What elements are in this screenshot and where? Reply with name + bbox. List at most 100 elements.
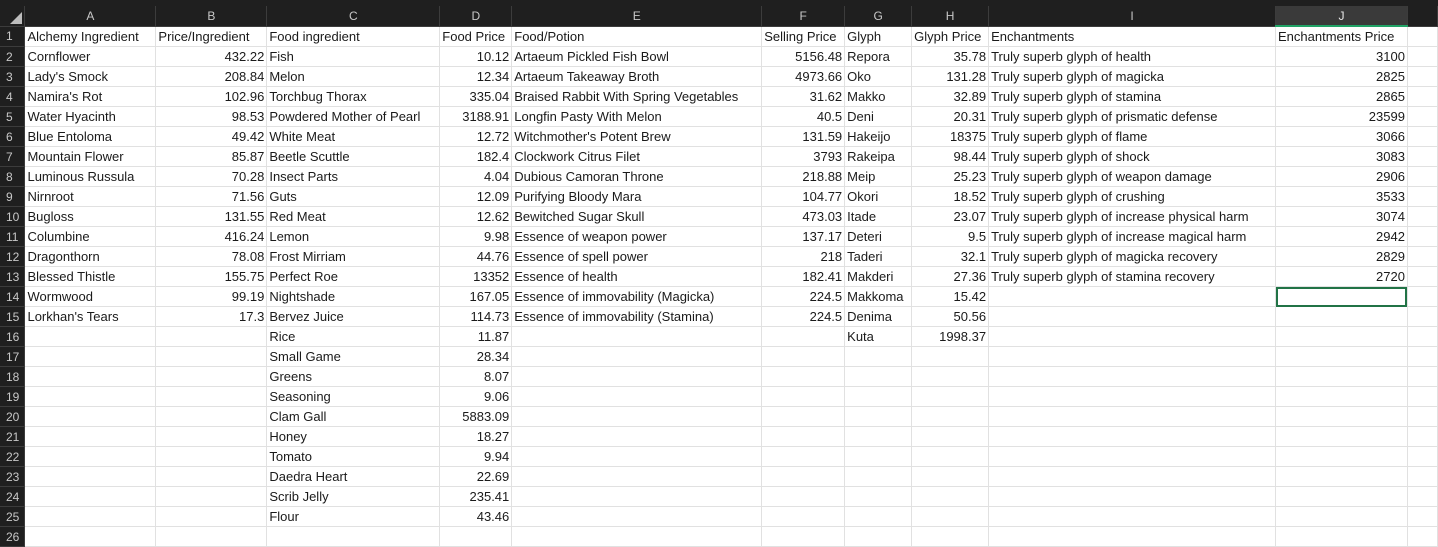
cell-d18[interactable]: 8.07: [439, 366, 513, 387]
cell-k23[interactable]: [1407, 466, 1438, 487]
cell-d15[interactable]: 114.73: [439, 306, 513, 327]
cell-k10[interactable]: [1407, 206, 1438, 227]
cell-j1[interactable]: Enchantments Price: [1275, 26, 1408, 47]
row-header[interactable]: 22: [0, 446, 26, 467]
cell-i6[interactable]: Truly superb glyph of flame: [988, 126, 1276, 147]
cell-e1[interactable]: Food/Potion: [511, 26, 763, 47]
cell-d13[interactable]: 13352: [439, 266, 513, 287]
cell-e20[interactable]: [511, 406, 763, 427]
cell-c20[interactable]: Clam Gall: [266, 406, 441, 427]
cell-e24[interactable]: [511, 486, 763, 507]
cell-b18[interactable]: [155, 366, 268, 387]
cell-g12[interactable]: Taderi: [844, 246, 913, 267]
cell-c2[interactable]: Fish: [266, 46, 441, 67]
cell-c5[interactable]: Powdered Mother of Pearl: [266, 106, 441, 127]
cell-j3[interactable]: 2825: [1275, 66, 1408, 87]
row-header[interactable]: 16: [0, 326, 26, 347]
cell-a14[interactable]: Wormwood: [24, 286, 157, 307]
cell-f10[interactable]: 473.03: [761, 206, 846, 227]
column-header-g[interactable]: G: [844, 6, 913, 27]
cell-a3[interactable]: Lady's Smock: [24, 66, 157, 87]
cell-c16[interactable]: Rice: [266, 326, 441, 347]
cell-f12[interactable]: 218: [761, 246, 846, 267]
row-header[interactable]: 24: [0, 486, 26, 507]
row-header[interactable]: 4: [0, 86, 26, 107]
cell-j7[interactable]: 3083: [1275, 146, 1408, 167]
cell-k12[interactable]: [1407, 246, 1438, 267]
cell-h25[interactable]: [911, 506, 990, 527]
cell-h5[interactable]: 20.31: [911, 106, 990, 127]
cell-h7[interactable]: 98.44: [911, 146, 990, 167]
cell-j2[interactable]: 3100: [1275, 46, 1408, 67]
cell-f19[interactable]: [761, 386, 846, 407]
cell-f3[interactable]: 4973.66: [761, 66, 846, 87]
row-header[interactable]: 14: [0, 286, 26, 307]
cell-e9[interactable]: Purifying Bloody Mara: [511, 186, 763, 207]
cell-h1[interactable]: Glyph Price: [911, 26, 990, 47]
cell-h18[interactable]: [911, 366, 990, 387]
column-header-j[interactable]: J: [1275, 6, 1408, 27]
cell-d25[interactable]: 43.46: [439, 506, 513, 527]
cell-b4[interactable]: 102.96: [155, 86, 268, 107]
cell-j16[interactable]: [1275, 326, 1408, 347]
cell-d7[interactable]: 182.4: [439, 146, 513, 167]
row-header[interactable]: 26: [0, 526, 26, 547]
cell-f21[interactable]: [761, 426, 846, 447]
cell-j5[interactable]: 23599: [1275, 106, 1408, 127]
column-header-a[interactable]: A: [24, 6, 157, 27]
cell-j18[interactable]: [1275, 366, 1408, 387]
column-header-c[interactable]: C: [266, 6, 441, 27]
cell-c18[interactable]: Greens: [266, 366, 441, 387]
cell-i8[interactable]: Truly superb glyph of weapon damage: [988, 166, 1276, 187]
cell-g9[interactable]: Okori: [844, 186, 913, 207]
cell-j11[interactable]: 2942: [1275, 226, 1408, 247]
cell-k1[interactable]: [1407, 26, 1438, 47]
cell-i5[interactable]: Truly superb glyph of prismatic defense: [988, 106, 1276, 127]
cell-i23[interactable]: [988, 466, 1276, 487]
cell-i17[interactable]: [988, 346, 1276, 367]
cell-j15[interactable]: [1275, 306, 1408, 327]
cell-k25[interactable]: [1407, 506, 1438, 527]
cell-j23[interactable]: [1275, 466, 1408, 487]
cell-d2[interactable]: 10.12: [439, 46, 513, 67]
cell-a17[interactable]: [24, 346, 157, 367]
cell-k11[interactable]: [1407, 226, 1438, 247]
cell-g10[interactable]: Itade: [844, 206, 913, 227]
cell-f7[interactable]: 3793: [761, 146, 846, 167]
cell-e23[interactable]: [511, 466, 763, 487]
cell-b12[interactable]: 78.08: [155, 246, 268, 267]
cell-j20[interactable]: [1275, 406, 1408, 427]
cell-g4[interactable]: Makko: [844, 86, 913, 107]
cell-j17[interactable]: [1275, 346, 1408, 367]
cell-d11[interactable]: 9.98: [439, 226, 513, 247]
cell-c13[interactable]: Perfect Roe: [266, 266, 441, 287]
row-header[interactable]: 6: [0, 126, 26, 147]
cell-b2[interactable]: 432.22: [155, 46, 268, 67]
cell-i19[interactable]: [988, 386, 1276, 407]
cell-d22[interactable]: 9.94: [439, 446, 513, 467]
cell-a7[interactable]: Mountain Flower: [24, 146, 157, 167]
cell-a16[interactable]: [24, 326, 157, 347]
row-header[interactable]: 5: [0, 106, 26, 127]
cell-g19[interactable]: [844, 386, 913, 407]
column-header-i[interactable]: I: [988, 6, 1276, 27]
cell-j14[interactable]: [1275, 286, 1408, 307]
cell-e18[interactable]: [511, 366, 763, 387]
row-header[interactable]: 3: [0, 66, 26, 87]
cell-f2[interactable]: 5156.48: [761, 46, 846, 67]
row-header[interactable]: 13: [0, 266, 26, 287]
cell-e12[interactable]: Essence of spell power: [511, 246, 763, 267]
cell-b9[interactable]: 71.56: [155, 186, 268, 207]
row-header[interactable]: 2: [0, 46, 26, 67]
cell-j4[interactable]: 2865: [1275, 86, 1408, 107]
cell-k14[interactable]: [1407, 286, 1438, 307]
cell-g1[interactable]: Glyph: [844, 26, 913, 47]
cell-a12[interactable]: Dragonthorn: [24, 246, 157, 267]
cell-a19[interactable]: [24, 386, 157, 407]
cell-h15[interactable]: 50.56: [911, 306, 990, 327]
cell-c7[interactable]: Beetle Scuttle: [266, 146, 441, 167]
cell-a9[interactable]: Nirnroot: [24, 186, 157, 207]
cell-h20[interactable]: [911, 406, 990, 427]
cell-b8[interactable]: 70.28: [155, 166, 268, 187]
cell-e10[interactable]: Bewitched Sugar Skull: [511, 206, 763, 227]
